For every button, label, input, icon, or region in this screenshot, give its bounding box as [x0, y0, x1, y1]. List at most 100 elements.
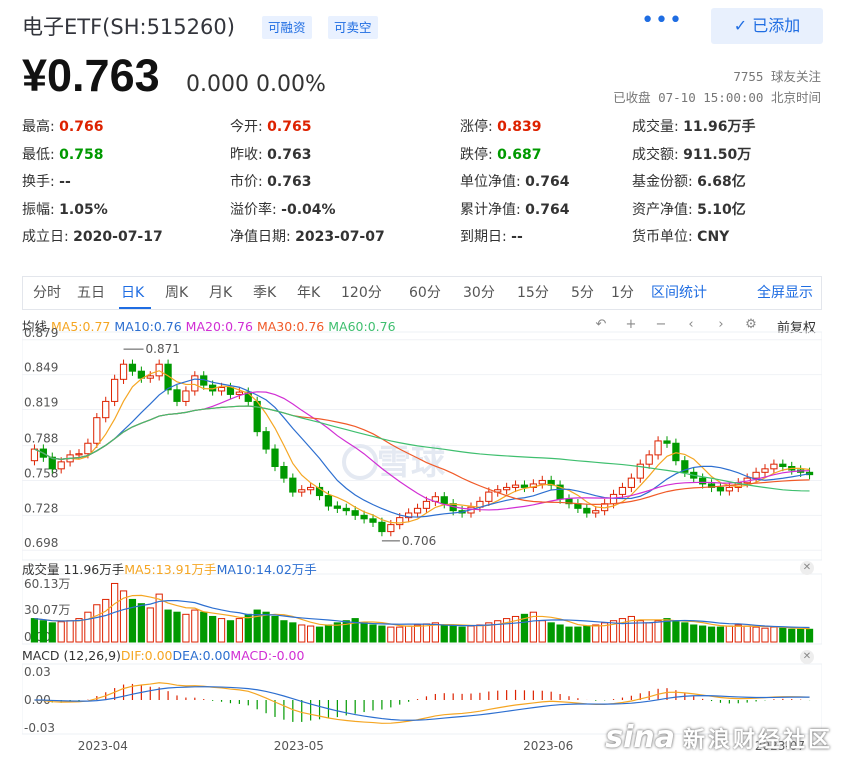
volume-bar — [770, 626, 778, 643]
candle-body — [405, 512, 413, 519]
volume-bar — [592, 624, 600, 643]
candle-body — [280, 466, 288, 479]
current-price: ¥0.763 — [22, 50, 160, 101]
tab-5[interactable]: 季K — [253, 285, 277, 301]
candle-body — [342, 507, 350, 512]
legend-item: DEA:0.00 — [172, 648, 231, 663]
watermark-text: 新浪财经社区 — [682, 728, 833, 753]
volume-bar — [503, 618, 511, 643]
stat-item: 最高: 0.766 — [22, 116, 103, 136]
stat-value: 0.758 — [59, 146, 104, 163]
added-button-label: 已添加 — [752, 16, 801, 35]
stat-label: 累计净值: — [460, 201, 526, 218]
volume-bar — [93, 604, 101, 643]
candle-body — [111, 378, 119, 402]
volume-bar — [155, 593, 163, 643]
volume-bar — [217, 618, 226, 643]
tab-12[interactable]: 1分 — [611, 285, 634, 301]
volume-bar — [298, 624, 306, 643]
close-volume-icon[interactable]: ✕ — [800, 561, 814, 575]
candle-body — [333, 505, 341, 509]
volume-bar — [422, 623, 431, 643]
stat-label: 资产净值: — [632, 201, 698, 218]
settings-icon[interactable]: ⚙ — [745, 317, 757, 332]
added-button[interactable]: ✓ 已添加 — [711, 8, 823, 44]
price-tick-label: 0.728 — [24, 501, 58, 515]
candle-body — [271, 448, 279, 468]
volume-bar — [511, 615, 520, 643]
volume-bar — [618, 618, 627, 643]
volume-bar — [547, 622, 555, 643]
zoom-out-icon[interactable]: − — [655, 317, 667, 332]
candle-body — [75, 453, 83, 456]
stat-label: 昨收: — [230, 146, 268, 163]
close-macd-icon[interactable]: ✕ — [800, 650, 814, 664]
stat-item: 到期日: -- — [460, 226, 523, 246]
tab-9[interactable]: 30分 — [463, 285, 495, 301]
zoom-in-icon[interactable]: + — [625, 317, 637, 332]
more-icon[interactable]: ••• — [641, 8, 683, 33]
fullscreen-button[interactable]: 全屏显示 — [757, 285, 813, 301]
follower-count[interactable]: 7755 球友关注 — [733, 69, 821, 84]
stat-item: 货币单位: CNY — [632, 226, 729, 246]
candle-body — [369, 518, 377, 523]
market-status: 已收盘 07-10 15:00:00 北京时间 — [613, 90, 821, 105]
legend-item: MA20:0.76 — [185, 319, 253, 334]
volume-legend: 成交量 11.96万手MA5:13.91万手MA10:14.02万手 — [22, 559, 317, 578]
scroll-left-icon[interactable]: ‹ — [688, 317, 694, 332]
undo-icon[interactable]: ↶ — [595, 317, 607, 332]
candle-body — [191, 375, 199, 392]
tab-0[interactable]: 分时 — [33, 285, 61, 301]
candle-body — [173, 389, 181, 402]
stat-label: 最高: — [22, 119, 60, 135]
volume-bar — [574, 626, 582, 643]
volume-bar — [57, 621, 65, 643]
candle-body — [716, 486, 725, 492]
range-stats-button[interactable]: 区间统计 — [651, 285, 707, 301]
tab-4[interactable]: 月K — [209, 285, 233, 301]
stat-value: 911.50万 — [683, 146, 752, 163]
volume-bar — [226, 620, 235, 643]
volume-bar — [369, 624, 377, 643]
candle-body — [681, 460, 689, 473]
volume-bar — [315, 626, 324, 643]
xueqiu-logo-icon — [342, 444, 378, 480]
stat-value: 11.96万手 — [683, 119, 756, 135]
x-axis-label: 2023-04 — [78, 739, 128, 753]
candle-body — [520, 484, 529, 488]
volume-bar — [458, 626, 466, 643]
volume-bar — [636, 620, 644, 643]
x-axis-label: 2023-05 — [274, 739, 324, 753]
scroll-right-icon[interactable]: › — [718, 317, 724, 332]
macd-tick-label: 0.03 — [24, 665, 51, 679]
stat-item: 涨停: 0.839 — [460, 116, 541, 136]
candle-body — [770, 463, 778, 470]
volume-bar — [583, 625, 591, 643]
tab-3[interactable]: 周K — [165, 285, 189, 301]
volume-tick-label: 60.13万 — [24, 577, 70, 591]
tab-2[interactable]: 日K — [121, 285, 145, 301]
stat-value: 0.764 — [525, 201, 570, 218]
stat-item: 今开: 0.765 — [230, 116, 311, 136]
tab-6[interactable]: 年K — [297, 285, 321, 301]
candle-body — [654, 440, 662, 456]
stat-label: 振幅: — [22, 201, 60, 218]
legend-item: MA10:0.76 — [114, 319, 182, 334]
volume-bar — [734, 624, 742, 643]
volume-bar — [351, 618, 359, 643]
kline-chart[interactable]: 0.879 0.849 0.819 0.788 0.758 0.728 0.698 雪球 0.8… — [22, 276, 822, 760]
macd-tick-label: -0.03 — [24, 721, 55, 735]
volume-bar — [476, 624, 484, 643]
high-annotation: 0.871 — [146, 342, 180, 356]
stat-item: 净值日期: 2023-07-07 — [230, 226, 385, 246]
tab-7[interactable]: 120分 — [341, 285, 382, 301]
volume-bar — [725, 625, 733, 643]
tab-1[interactable]: 五日 — [77, 285, 105, 301]
tab-10[interactable]: 15分 — [517, 285, 549, 301]
candle-body — [422, 500, 431, 509]
tab-11[interactable]: 5分 — [571, 285, 594, 301]
candle-body — [155, 363, 163, 377]
volume-bar — [84, 611, 92, 643]
tab-8[interactable]: 60分 — [409, 285, 441, 301]
volume-bar — [128, 598, 137, 643]
